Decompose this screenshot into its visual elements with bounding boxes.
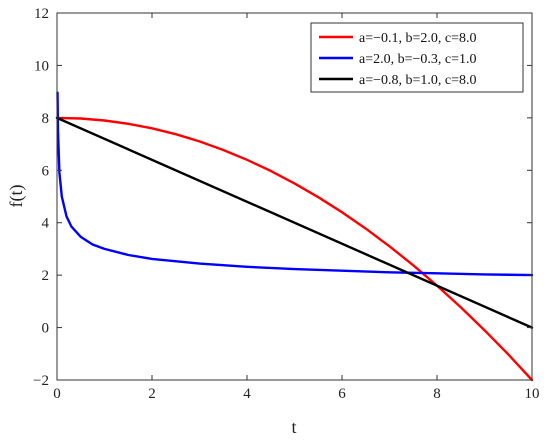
series-line-2: [56, 91, 534, 277]
legend-label-1: a=−0.1, b=2.0, c=8.0: [359, 31, 477, 46]
legend-label-3: a=−0.8, b=1.0, c=8.0: [359, 73, 477, 88]
series-line-1: [55, 116, 534, 382]
y-tick-label: −2: [33, 373, 49, 389]
y-tick-label: 0: [42, 321, 50, 337]
series-layer: [55, 91, 534, 382]
legend-label-2: a=2.0, b=−0.3, c=1.0: [359, 52, 477, 67]
y-tick-label: 4: [42, 216, 50, 232]
x-axis-label: t: [291, 417, 296, 437]
x-tick-label: 8: [433, 386, 441, 402]
y-axis-label: f(t): [6, 185, 27, 208]
y-tick-label: 2: [42, 268, 50, 284]
x-tick-label: 6: [338, 386, 346, 402]
y-tick-label: 10: [34, 58, 49, 74]
x-tick-label: 10: [525, 386, 540, 402]
y-tick-label: 8: [42, 111, 50, 127]
series-line-3: [55, 116, 534, 329]
y-tick-label: 12: [34, 6, 49, 22]
x-tick-label: 4: [243, 386, 251, 402]
y-tick-label: 6: [42, 163, 50, 179]
plot-frame: [56, 12, 533, 381]
legend: a=−0.1, b=2.0, c=8.0 a=2.0, b=−0.3, c=1.0…: [310, 22, 524, 93]
x-tick-label: 0: [53, 386, 61, 402]
x-tick-label: 2: [148, 386, 156, 402]
